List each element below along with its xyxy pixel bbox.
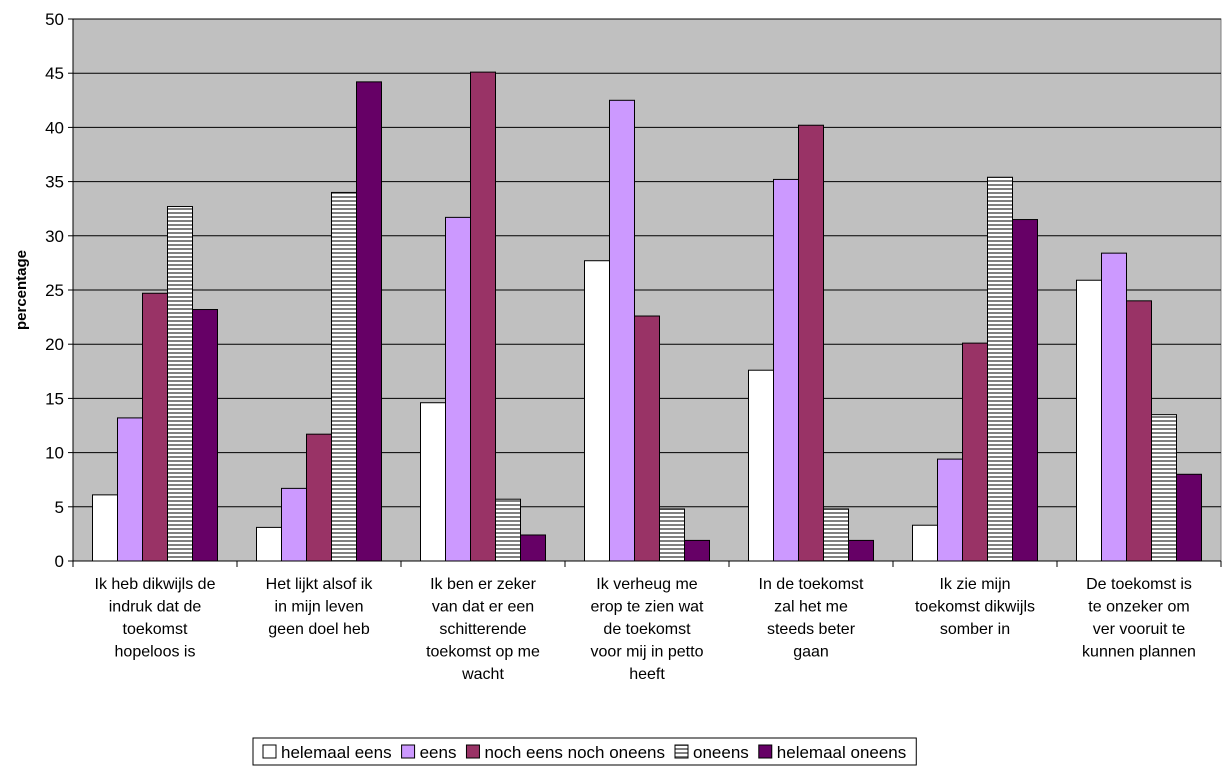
bar (848, 539, 874, 562)
bar (748, 369, 774, 562)
y-axis-label: percentage (13, 250, 30, 330)
y-tick-label: 50 (45, 10, 64, 29)
bar (684, 539, 710, 562)
bar (117, 417, 143, 562)
bar (356, 81, 382, 562)
legend-swatch (262, 744, 277, 759)
legend-label: noch eens noch oneens (484, 743, 665, 762)
x-category-labels: Ik heb dikwijls de indruk dat de toekomst h… (95, 576, 1196, 683)
y-tick-label: 45 (45, 64, 64, 83)
bar (420, 402, 446, 562)
legend-label: eens (420, 743, 457, 762)
y-tick-label: 0 (55, 552, 64, 571)
y-tick-label: 30 (45, 227, 64, 246)
y-tick-label: 5 (55, 498, 64, 517)
bars (92, 71, 1202, 562)
y-tick-label: 25 (45, 281, 64, 300)
x-category-label: Ik ben er zeker van dat er een schitterend… (426, 576, 540, 683)
bar (584, 260, 610, 562)
x-category-label: Ik heb dikwijls de indruk dat de toekomst h… (95, 576, 216, 661)
bar (659, 508, 685, 562)
bar (773, 178, 799, 562)
bar (609, 99, 635, 562)
bar (470, 71, 496, 562)
x-category-label: Het lijkt alsof ik in mijn leven geen doel… (266, 576, 374, 638)
bar (1101, 252, 1127, 562)
bar (823, 508, 849, 562)
x-category-label: Ik verheug me erop te zien wat de toekomst… (591, 576, 705, 683)
legend-swatch (758, 744, 773, 759)
legend-label: helemaal oneens (777, 743, 906, 762)
bar (92, 494, 118, 562)
bar (520, 534, 546, 562)
legend-swatch (674, 744, 689, 759)
bar (281, 487, 307, 562)
y-tick-label: 15 (45, 389, 64, 408)
bar (634, 315, 660, 562)
bar (331, 191, 357, 562)
bar (192, 309, 218, 562)
bar (1126, 300, 1152, 562)
bar (987, 176, 1013, 562)
bar (495, 498, 521, 562)
x-category-label: De toekomst is te onzeker om ver vooruit t… (1082, 576, 1196, 661)
bar (1012, 219, 1038, 562)
bar (1176, 473, 1202, 562)
y-tick-label: 35 (45, 173, 64, 192)
bar (1151, 414, 1177, 562)
x-category-label: In de toekomst zal het me steeds beter gaan (759, 576, 865, 661)
bar (962, 342, 988, 562)
bar (1076, 279, 1102, 562)
y-tick-label: 20 (45, 335, 64, 354)
legend-label: helemaal eens (281, 743, 392, 762)
bar (306, 433, 332, 562)
legend-swatch (465, 744, 480, 759)
legend: helemaal eens eens noch eens noch oneens on… (252, 737, 917, 766)
legend-frame (252, 737, 917, 766)
bar (445, 216, 471, 562)
y-tick-label: 40 (45, 118, 64, 137)
bar (798, 124, 824, 562)
legend-swatch (401, 744, 416, 759)
legend-label: oneens (693, 743, 749, 762)
bar (912, 524, 938, 562)
bar (256, 526, 282, 562)
bar (937, 458, 963, 562)
x-category-label: Ik zie mijn toekomst dikwijls somber in (915, 576, 1035, 638)
y-tick-labels: 0 5 10 15 20 25 30 35 40 45 50 (45, 10, 73, 571)
y-tick-label: 10 (45, 444, 64, 463)
bar (167, 206, 193, 562)
bar (142, 292, 168, 562)
